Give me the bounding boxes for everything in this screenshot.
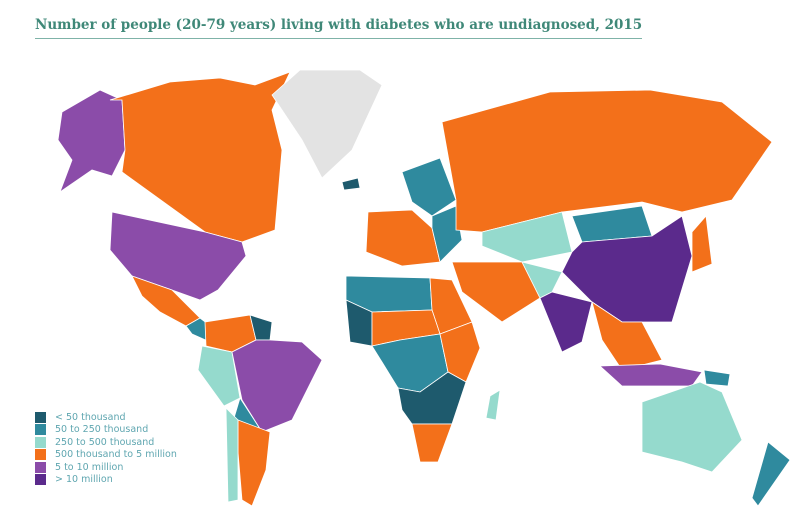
region-new-zealand <box>751 441 791 507</box>
region-southern-africa <box>397 371 467 425</box>
region-peru-ecuador <box>197 345 241 407</box>
region-eastern-europe <box>431 205 463 263</box>
legend-item: < 50 thousand <box>35 411 177 424</box>
region-alaska <box>57 89 126 194</box>
legend-item: 5 to 10 million <box>35 461 177 474</box>
legend-swatch <box>35 411 46 423</box>
legend-item: 50 to 250 thousand <box>35 424 177 437</box>
legend-swatch <box>35 424 46 436</box>
legend-swatch <box>35 474 46 486</box>
region-indonesia <box>599 363 703 387</box>
legend-label: 250 to 500 thousand <box>55 436 155 448</box>
legend-item: 250 to 500 thousand <box>35 436 177 449</box>
region-iceland <box>341 177 361 191</box>
region-south-africa <box>411 423 453 463</box>
region-east-africa <box>439 321 481 383</box>
legend-label: < 50 thousand <box>55 411 126 423</box>
region-papua <box>703 369 731 387</box>
legend-item: 500 thousand to 5 million <box>35 449 177 462</box>
legend-swatch <box>35 436 46 448</box>
region-southeast-asia <box>591 301 663 371</box>
legend-label: > 10 million <box>55 474 113 486</box>
region-scandinavia <box>401 157 457 217</box>
legend-label: 5 to 10 million <box>55 461 124 473</box>
region-argentina <box>237 419 271 507</box>
legend-swatch <box>35 449 46 461</box>
region-russia <box>441 89 773 233</box>
region-china <box>561 215 693 323</box>
region-greenland <box>271 69 383 179</box>
legend-label: 50 to 250 thousand <box>55 424 149 436</box>
region-japan <box>691 215 713 273</box>
region-australia <box>641 381 743 473</box>
region-chile <box>225 407 239 503</box>
region-madagascar <box>485 389 501 421</box>
region-canada <box>109 71 291 243</box>
map-title: Number of people (20-79 years) living wi… <box>35 17 643 39</box>
legend-swatch <box>35 461 46 473</box>
legend-item: > 10 million <box>35 474 177 487</box>
region-usa <box>109 211 247 301</box>
region-india <box>539 291 593 353</box>
region-central-asia <box>481 211 573 263</box>
region-mongolia <box>571 205 653 243</box>
legend: < 50 thousand 50 to 250 thousand 250 to … <box>35 411 177 486</box>
region-western-europe <box>365 209 441 267</box>
legend-label: 500 thousand to 5 million <box>55 449 177 461</box>
